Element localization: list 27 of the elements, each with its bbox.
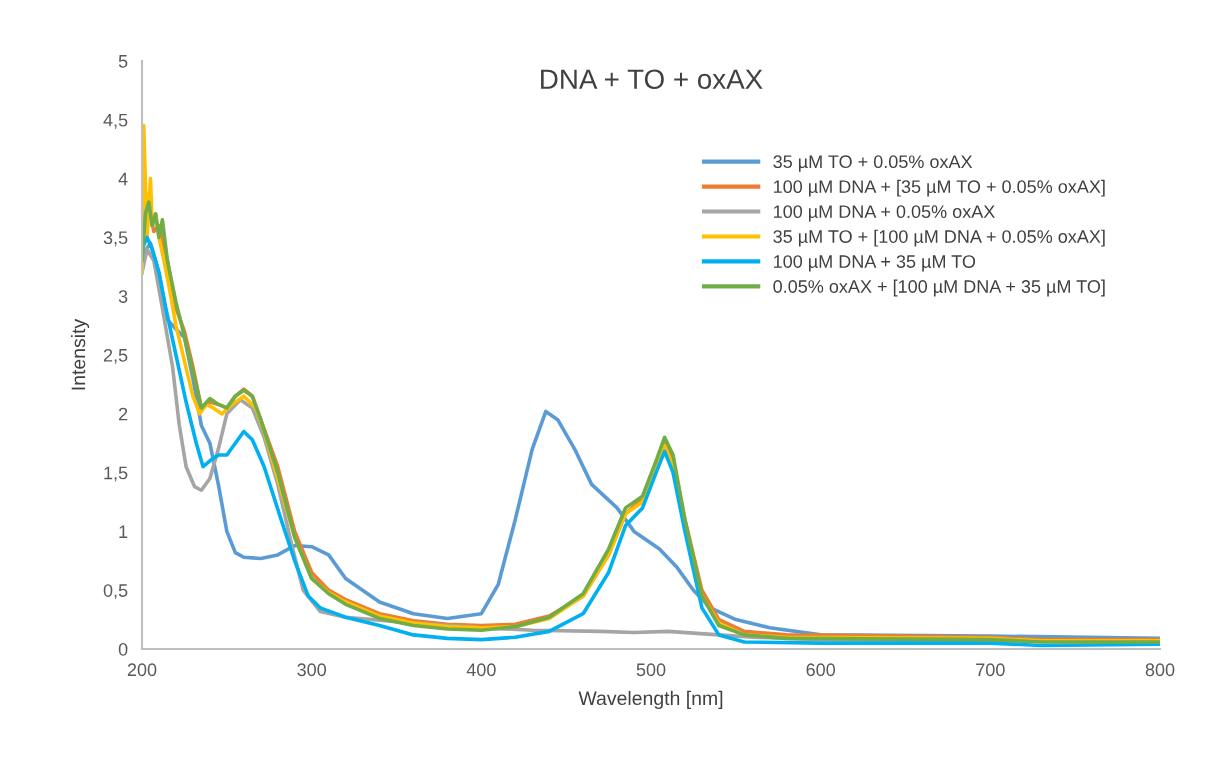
y-tick-label: 2 xyxy=(118,407,128,421)
y-tick-label: 0,5 xyxy=(103,584,128,600)
y-tick-label: 2,5 xyxy=(103,348,128,364)
x-tick-label: 600 xyxy=(806,663,836,677)
y-tick-label: 1 xyxy=(119,525,128,538)
x-axis-title: Wavelength [nm] xyxy=(578,690,723,709)
legend-label: 100 µM DNA + 0.05% oxAX xyxy=(774,205,995,222)
y-tick-label: 3,5 xyxy=(103,231,128,247)
x-tick-label: 200 xyxy=(127,663,157,677)
y-tick-label: 5 xyxy=(118,55,128,68)
x-tick-label: 300 xyxy=(297,663,327,677)
legend-label: 100 µM DNA + 35 µM TO xyxy=(774,255,976,272)
y-tick-label: 0 xyxy=(118,642,128,656)
y-tick-label: 4,5 xyxy=(103,113,128,129)
chart-title: DNA + TO + oxAX xyxy=(541,69,763,90)
y-axis-title: Intensity xyxy=(71,318,90,390)
y-tick-label: 3 xyxy=(118,290,128,303)
legend-label: 0.05% oxAX + [100 µM DNA + 35 µM TO] xyxy=(773,279,1105,297)
legend-label: 35 µM TO + 0.05% oxAX xyxy=(773,155,973,172)
x-tick-label: 500 xyxy=(636,663,666,677)
y-tick-label: 4 xyxy=(118,172,128,186)
y-tick-label: 1,5 xyxy=(104,466,128,482)
legend-label: 100 µM DNA + [35 µM TO + 0.05% oxAX] xyxy=(774,179,1105,197)
x-tick-label: 800 xyxy=(1145,663,1175,677)
legend-label: 35 µM TO + [100 µM DNA + 0.05% oxAX] xyxy=(773,229,1105,247)
x-tick-label: 700 xyxy=(976,663,1005,677)
x-tick-label: 400 xyxy=(466,663,496,677)
